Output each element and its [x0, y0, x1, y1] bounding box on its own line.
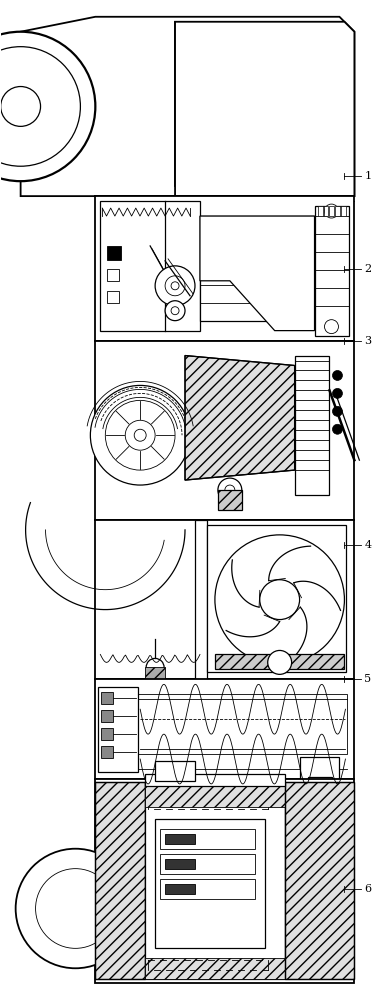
Circle shape	[332, 388, 343, 398]
Bar	[207, 525, 346, 672]
Bar	[160, 879, 255, 899]
Polygon shape	[200, 216, 315, 331]
Bar	[138, 694, 348, 754]
Bar	[96, 782, 145, 979]
Bar	[315, 206, 349, 336]
Circle shape	[332, 370, 343, 380]
Circle shape	[283, 151, 307, 175]
Bar	[101, 728, 113, 740]
Bar	[195, 520, 207, 679]
Text: 1: 1	[364, 171, 371, 181]
Circle shape	[324, 320, 338, 334]
Bar	[145, 667, 165, 679]
Bar	[145, 782, 285, 979]
Bar	[101, 746, 113, 758]
Bar	[96, 196, 354, 341]
Text: 4: 4	[364, 540, 371, 550]
Bar	[96, 341, 354, 520]
Bar	[210, 37, 310, 156]
Bar	[100, 201, 200, 331]
Circle shape	[165, 276, 185, 296]
Bar	[205, 151, 294, 176]
Text: 5: 5	[364, 674, 371, 684]
Circle shape	[125, 420, 155, 450]
Bar	[341, 206, 346, 216]
Circle shape	[260, 580, 299, 620]
Bar	[285, 782, 354, 979]
Bar	[299, 757, 340, 779]
Bar	[165, 859, 195, 869]
Circle shape	[16, 849, 135, 968]
Bar	[175, 22, 345, 186]
Text: 6: 6	[364, 884, 371, 894]
Circle shape	[332, 424, 343, 434]
Bar	[308, 777, 332, 792]
Circle shape	[90, 385, 190, 485]
Circle shape	[0, 47, 80, 166]
Bar	[107, 269, 119, 281]
Bar	[294, 356, 329, 495]
Bar	[107, 291, 119, 303]
Bar	[101, 692, 113, 704]
Bar	[145, 774, 285, 786]
Circle shape	[225, 485, 235, 495]
Bar	[205, 151, 294, 176]
Bar	[218, 490, 242, 510]
Circle shape	[146, 658, 164, 676]
Bar	[329, 206, 334, 216]
Circle shape	[171, 307, 179, 315]
Circle shape	[0, 32, 96, 181]
Polygon shape	[185, 356, 294, 480]
Bar	[335, 206, 340, 216]
Bar	[96, 679, 354, 779]
Bar	[318, 206, 323, 216]
Circle shape	[171, 282, 179, 290]
Bar	[155, 819, 265, 948]
Bar	[165, 884, 195, 894]
Circle shape	[215, 535, 345, 664]
Bar	[96, 520, 354, 679]
Circle shape	[268, 650, 291, 674]
Text: 2: 2	[364, 264, 371, 274]
Circle shape	[1, 87, 41, 126]
Circle shape	[332, 406, 343, 416]
Circle shape	[36, 869, 115, 948]
Bar	[215, 654, 345, 669]
Bar	[96, 779, 354, 983]
Bar	[145, 958, 285, 979]
Circle shape	[134, 429, 146, 441]
Bar	[160, 854, 255, 874]
Bar	[145, 782, 285, 807]
Bar	[165, 834, 195, 844]
Bar	[101, 710, 113, 722]
Polygon shape	[175, 22, 354, 196]
Text: 3: 3	[364, 336, 371, 346]
Circle shape	[165, 301, 185, 321]
Circle shape	[218, 478, 242, 502]
Bar	[160, 829, 255, 849]
Bar	[200, 216, 345, 321]
Circle shape	[155, 266, 195, 306]
Circle shape	[324, 204, 338, 218]
Bar	[98, 687, 138, 772]
Circle shape	[193, 151, 217, 175]
Bar	[324, 206, 329, 216]
Bar	[220, 47, 299, 141]
Polygon shape	[20, 17, 354, 196]
Circle shape	[105, 400, 175, 470]
Bar	[107, 246, 121, 260]
Bar	[155, 761, 195, 781]
